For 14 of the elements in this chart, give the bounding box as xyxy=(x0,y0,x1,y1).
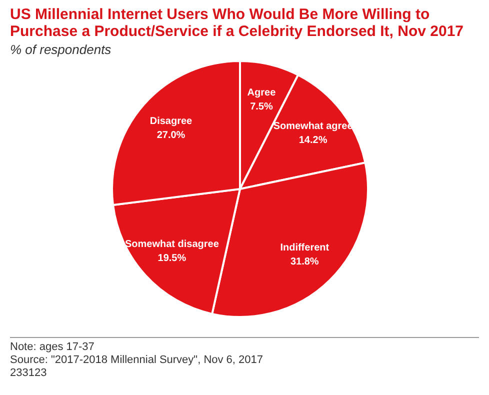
data-label: 7.5% xyxy=(250,102,273,113)
data-label: 19.5% xyxy=(158,252,186,264)
chart-subtitle: % of respondents xyxy=(10,42,112,57)
source-note: Source: "2017-2018 Millennial Survey", Nov 6, 2017 xyxy=(10,354,264,367)
slice-label: Agree xyxy=(247,88,276,99)
text: Note: ages 17-37 xyxy=(10,341,96,354)
chart-title: US Millennial Internet Users Who Would Be More Willing to Purchase a Product/Service if a Celebrity Endorsed It, Nov 2017 xyxy=(10,6,465,40)
data-label: 27.0% xyxy=(156,130,186,142)
data-label: 14.2% xyxy=(298,135,328,146)
slice-label: Disagree xyxy=(150,116,193,128)
data-label: 31.8% xyxy=(290,256,319,268)
slice-label: Somewhat disagree xyxy=(124,238,220,250)
slice-label: Indifferent xyxy=(280,242,330,254)
text: 233123 xyxy=(10,367,48,380)
